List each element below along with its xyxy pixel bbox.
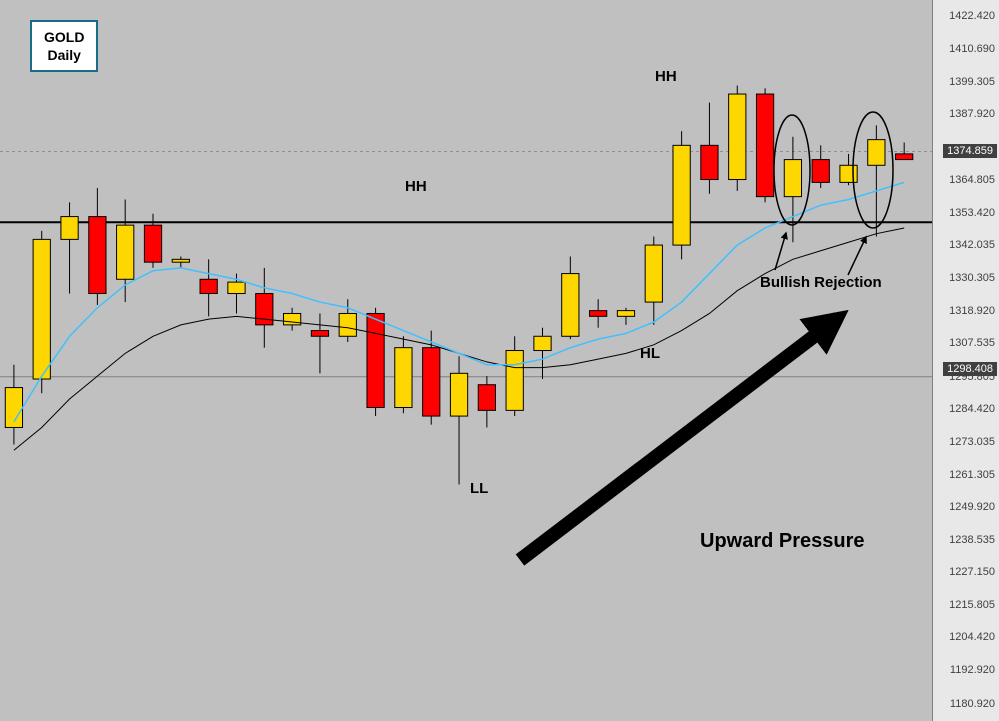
title-box: GOLD Daily xyxy=(30,20,98,72)
y-tick-label: 1410.690 xyxy=(949,43,995,55)
chart-annotation: HH xyxy=(405,178,427,195)
y-tick-label: 1342.035 xyxy=(949,239,995,251)
chart-annotation: Upward Pressure xyxy=(700,530,865,553)
chart-svg xyxy=(0,0,932,721)
title-line2: Daily xyxy=(44,46,84,64)
y-tick-label: 1215.805 xyxy=(949,599,995,611)
y-tick-label: 1180.920 xyxy=(950,698,995,710)
y-tick-label: 1422.420 xyxy=(949,10,995,22)
y-tick-label: 1399.305 xyxy=(949,76,995,88)
y-axis: 1422.420 1410.690 1399.305 1387.920 1364.805… xyxy=(932,0,999,721)
y-tick-label: 1192.920 xyxy=(950,664,995,676)
price-marker: 1374.859 xyxy=(943,144,997,158)
y-tick-label: 1227.150 xyxy=(949,566,995,578)
y-tick-label: 1273.035 xyxy=(949,436,995,448)
y-tick-label: 1387.920 xyxy=(949,108,995,120)
y-tick-label: 1204.420 xyxy=(949,631,995,643)
chart-annotation: HH xyxy=(655,68,677,85)
y-tick-label: 1318.920 xyxy=(949,305,995,317)
y-tick-label: 1249.920 xyxy=(949,501,995,513)
y-tick-label: 1238.535 xyxy=(949,534,995,546)
price-marker: 1298.408 xyxy=(943,362,997,376)
y-tick-label: 1353.420 xyxy=(949,207,995,219)
y-tick-label: 1284.420 xyxy=(949,403,995,415)
chart-annotation: Bullish Rejection xyxy=(760,274,882,291)
y-tick-label: 1364.805 xyxy=(949,174,995,186)
title-line1: GOLD xyxy=(44,28,84,46)
y-tick-label: 1330.305 xyxy=(949,272,995,284)
chart-annotation: HL xyxy=(640,345,660,362)
y-tick-label: 1261.305 xyxy=(949,469,995,481)
chart-annotation: LL xyxy=(470,480,488,497)
y-tick-label: 1307.535 xyxy=(949,337,995,349)
chart-plot-area: HH HH HL LL Bullish Rejection Upward Pressure xyxy=(0,0,932,721)
